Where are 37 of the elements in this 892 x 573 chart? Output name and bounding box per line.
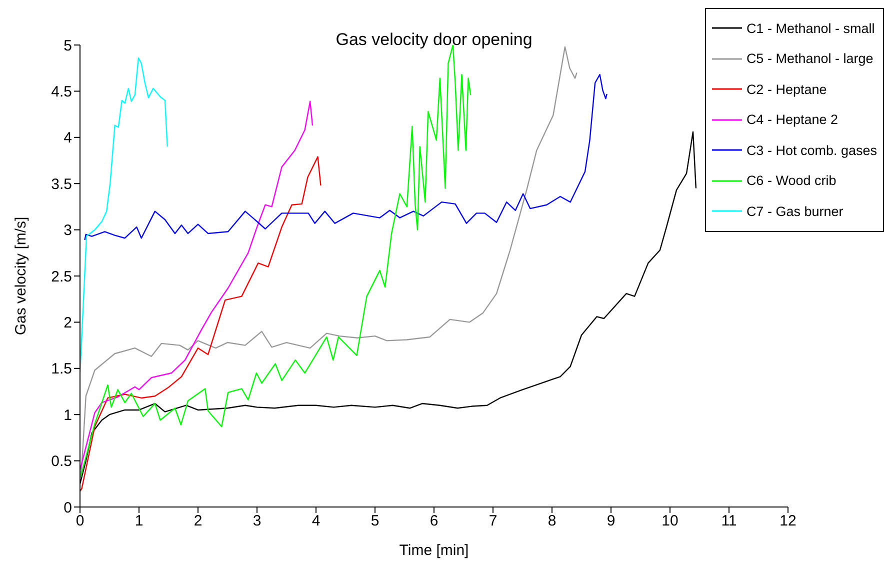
y-axis-title: Gas velocity [m/s] — [12, 216, 30, 336]
y-tick-label: 0.5 — [51, 453, 72, 470]
x-tick-label: 1 — [134, 512, 144, 530]
legend-label: C3 - Hot comb. gases — [746, 142, 877, 158]
legend-label: C2 - Heptane — [746, 82, 827, 97]
y-tick-label: 4.5 — [51, 84, 72, 101]
x-tick-label: 3 — [252, 512, 262, 530]
line-series — [80, 100, 314, 471]
y-tick-label: 1 — [64, 406, 72, 424]
y-tick-label: 3 — [64, 222, 72, 240]
legend-label: C6 - Wood crib — [746, 173, 836, 188]
line-series — [80, 156, 322, 492]
x-tick-label: 7 — [488, 512, 498, 530]
x-tick-label: 11 — [721, 512, 737, 530]
legend-label: C7 - Gas burner — [746, 204, 844, 219]
y-tick-label: 1.5 — [51, 360, 72, 378]
x-tick-label: 5 — [370, 512, 380, 530]
x-tick-label: 6 — [430, 512, 438, 530]
y-tick-label: 2.5 — [51, 268, 72, 286]
y-tick-label: 2 — [64, 314, 72, 332]
y-tick-label: 5 — [64, 37, 72, 54]
x-tick-label: 2 — [194, 512, 202, 530]
x-axis-title: Time [min] — [399, 542, 469, 559]
x-tick-label: 12 — [780, 512, 796, 530]
legend-label: C5 - Methanol - large — [746, 51, 874, 66]
x-tick-label: 0 — [76, 512, 84, 530]
chart-title: Gas velocity door opening — [336, 30, 532, 49]
x-tick-label: 9 — [606, 512, 616, 530]
x-tick-label: 8 — [548, 512, 556, 530]
y-tick-label: 3.5 — [51, 176, 72, 193]
y-tick-label: 0 — [64, 499, 72, 516]
x-tick-label: 4 — [312, 512, 320, 530]
legend-label: C4 - Heptane 2 — [746, 112, 838, 128]
y-tick-label: 4 — [64, 130, 72, 147]
line-series — [84, 74, 608, 241]
x-tick-label: 10 — [662, 512, 678, 530]
legend-label: C1 - Methanol - small — [746, 20, 875, 36]
